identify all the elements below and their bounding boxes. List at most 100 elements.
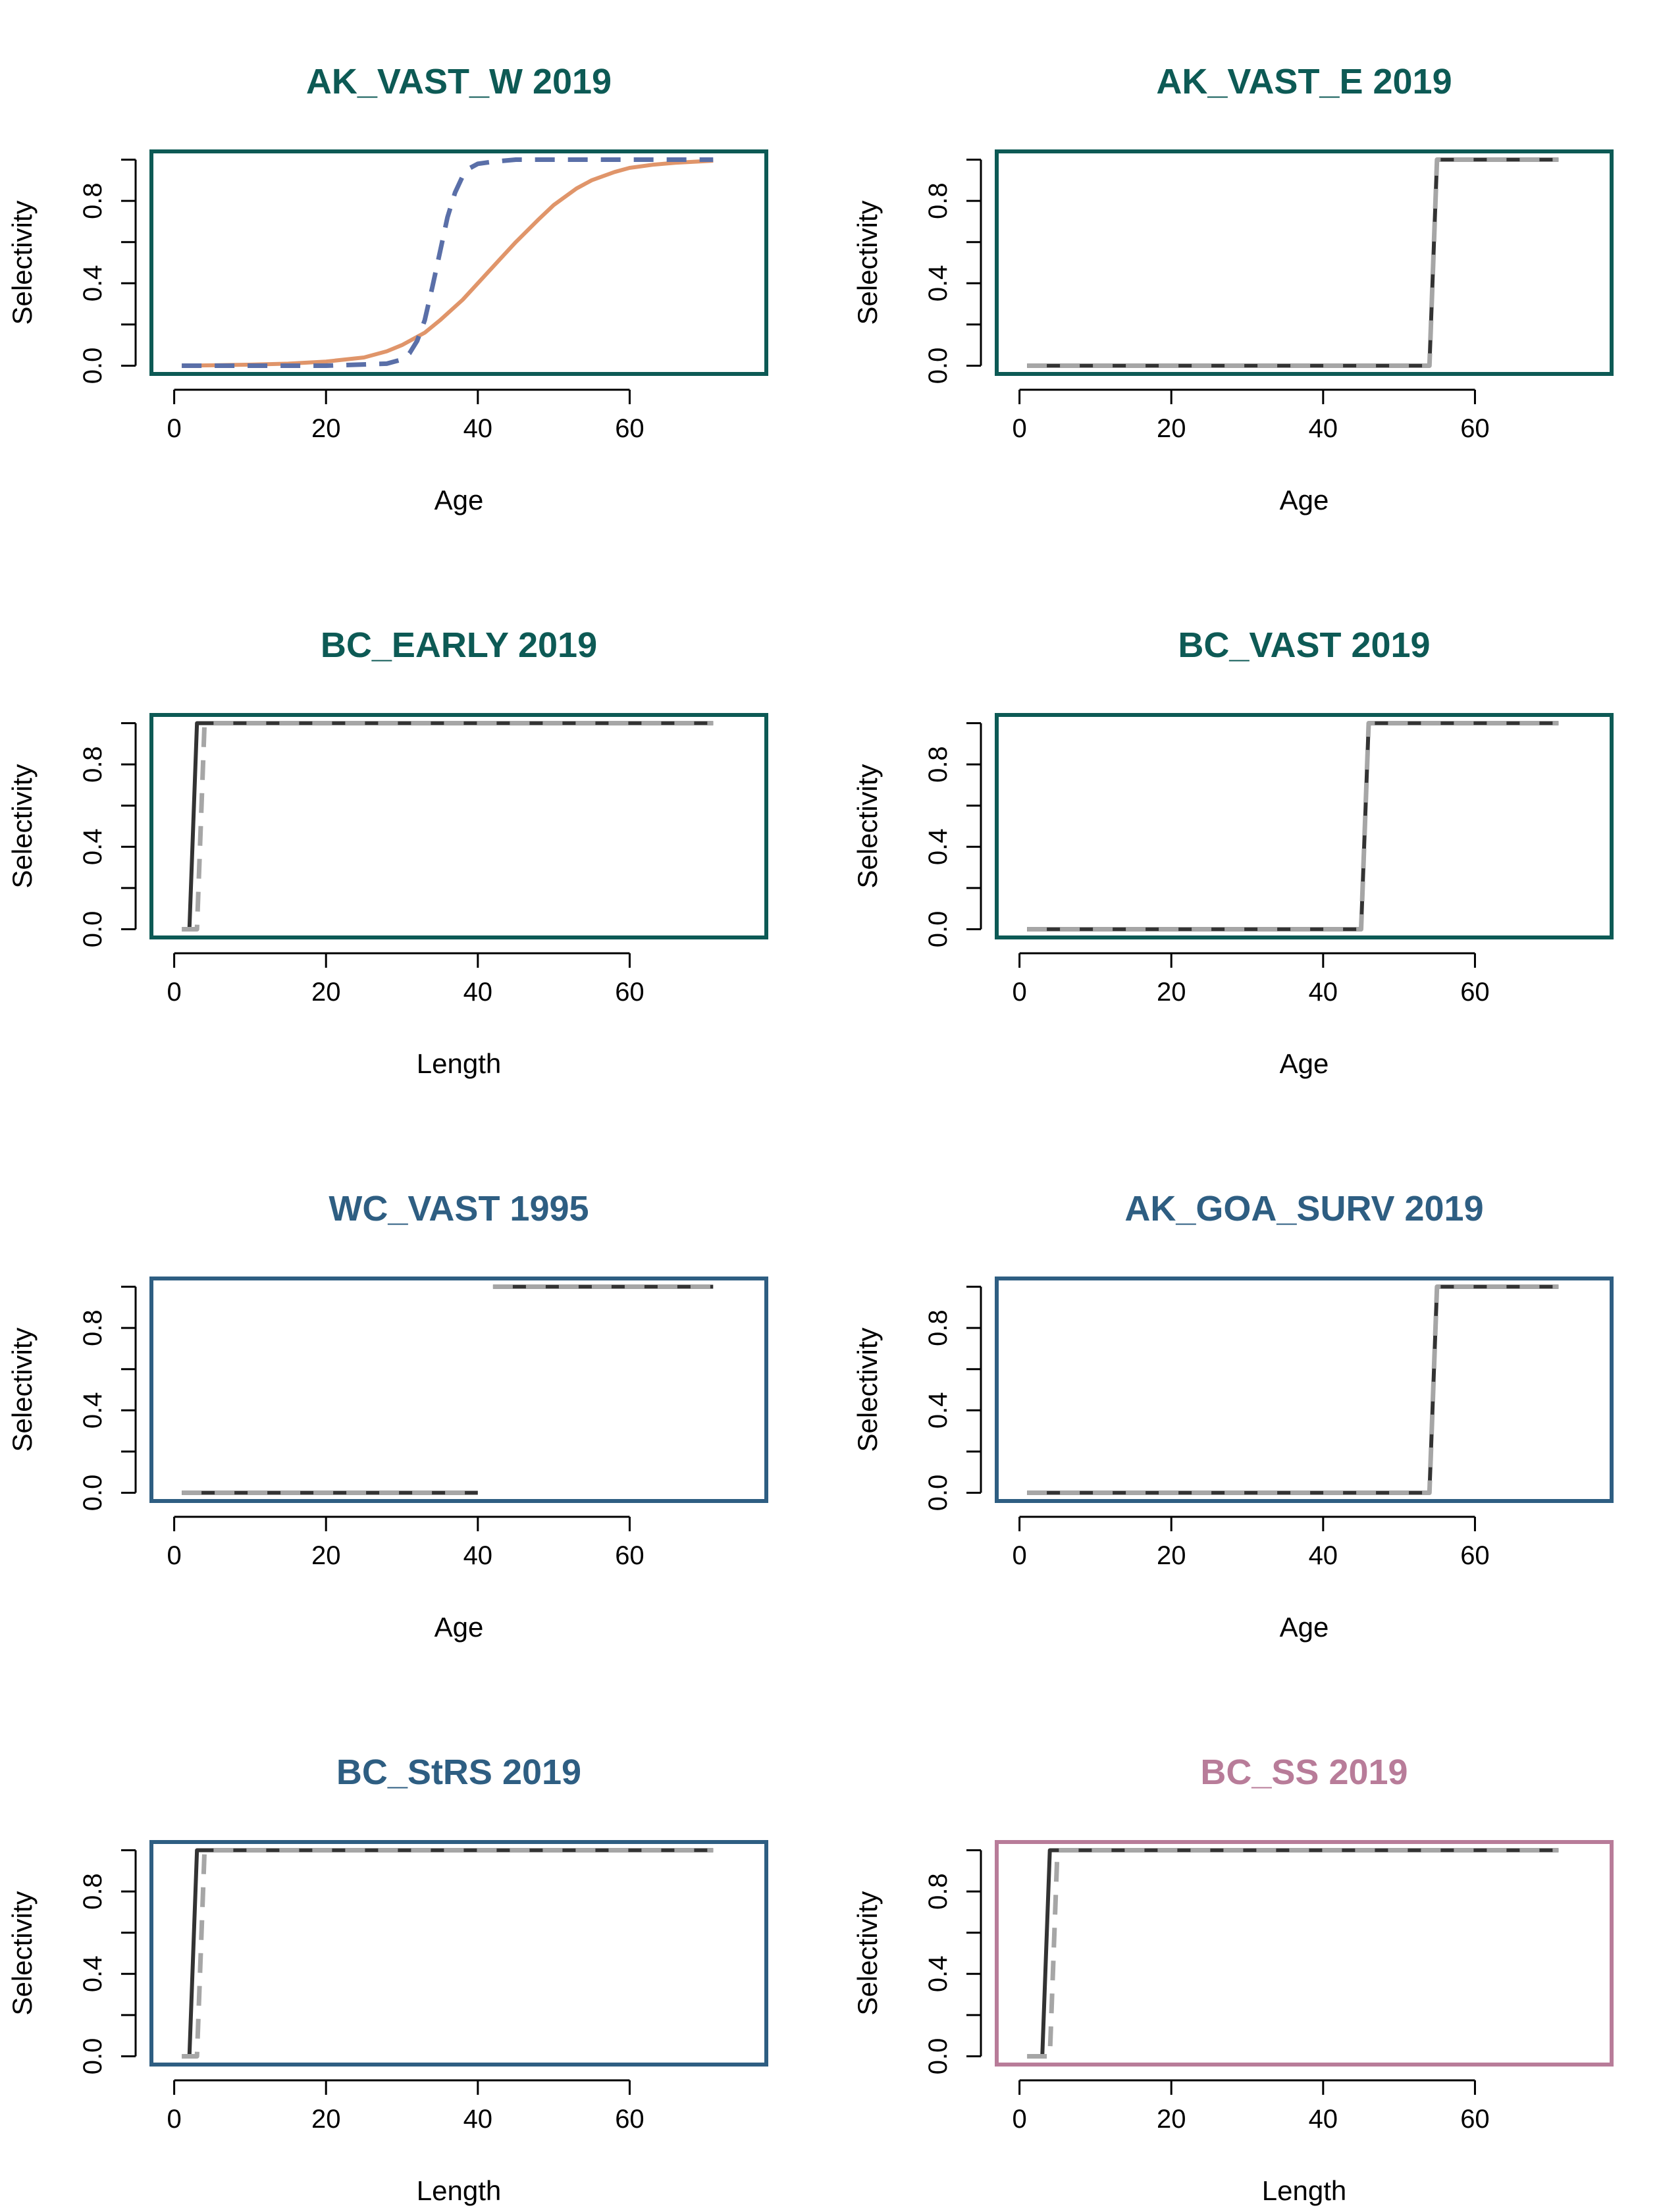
y-axis: 0.0 0.4 0.8 Selectivity — [852, 1286, 982, 1512]
x-tick-label: 60 — [615, 978, 645, 1007]
x-tick-label: 20 — [1157, 414, 1186, 443]
x-axis-label: Age — [1280, 1612, 1329, 1643]
solid-series-line-1 — [1027, 721, 1559, 932]
x-tick-label: 0 — [1012, 978, 1026, 1007]
x-tick-label: 0 — [167, 2105, 181, 2134]
panel-6: AK_GOA_SURV 2019 0 20 40 60 Age 0.0 0.4 0.8 Selec… — [852, 1189, 1614, 1643]
panel-4: BC_VAST 2019 0 20 40 60 Age 0.0 0.4 0.8 Selectivi… — [852, 625, 1614, 1079]
panel-title: AK_VAST_E 2019 — [1156, 62, 1452, 101]
y-tick-label: 0.8 — [78, 1309, 107, 1346]
x-tick-label: 20 — [311, 414, 341, 443]
x-tick-label: 0 — [167, 978, 181, 1007]
y-tick-label: 0.4 — [924, 828, 953, 865]
x-tick-label: 20 — [311, 978, 341, 1007]
x-axis-label: Age — [434, 1612, 484, 1643]
x-tick-label: 40 — [1309, 2105, 1338, 2134]
solid-series-line-1 — [182, 159, 714, 368]
panel-title: BC_SS 2019 — [1200, 1752, 1408, 1792]
x-tick-label: 60 — [615, 414, 645, 443]
panel-7: BC_StRS 2019 0 20 40 60 Length 0.0 0.4 0.8 Select… — [7, 1752, 768, 2206]
solid-series-line-1 — [1027, 1284, 1559, 1495]
x-tick-label: 20 — [1157, 2105, 1186, 2134]
y-tick-label: 0.0 — [924, 1475, 953, 1512]
y-tick-label: 0.0 — [924, 911, 953, 948]
y-axis-label: Selectivity — [7, 1327, 38, 1452]
plot-frame — [149, 149, 768, 376]
x-tick-label: 40 — [463, 2105, 493, 2134]
panel-3: BC_EARLY 2019 0 20 40 60 Length 0.0 0.4 0.8 Selec… — [7, 625, 768, 1079]
x-tick-label: 0 — [1012, 1541, 1026, 1570]
series-group — [182, 721, 714, 932]
x-tick-label: 40 — [463, 414, 493, 443]
series-group — [1027, 721, 1559, 932]
dashed-series-line-2 — [1027, 1284, 1559, 1495]
x-axis-label: Length — [417, 2175, 501, 2206]
x-axis-label: Age — [1280, 1048, 1329, 1079]
x-axis-label: Length — [1262, 2175, 1346, 2206]
solid-series-line-1 — [1040, 1848, 1559, 2057]
y-axis-label: Selectivity — [852, 1327, 883, 1452]
y-axis: 0.0 0.4 0.8 Selectivity — [852, 722, 982, 948]
y-tick-label: 0.8 — [78, 182, 107, 219]
solid-series-line-1 — [187, 1848, 714, 2057]
x-axis-label: Length — [417, 1048, 501, 1079]
x-axis: 0 20 40 60 Length — [1012, 2079, 1490, 2206]
x-tick-label: 40 — [463, 978, 493, 1007]
x-tick-label: 40 — [1309, 414, 1338, 443]
series-group — [1027, 1848, 1559, 2059]
plot-frame — [995, 713, 1614, 939]
series-group — [182, 1848, 714, 2059]
series-group — [1027, 1284, 1559, 1495]
panel-title: AK_GOA_SURV 2019 — [1124, 1189, 1483, 1228]
x-axis: 0 20 40 60 Age — [1012, 952, 1490, 1079]
x-tick-label: 20 — [1157, 1541, 1186, 1570]
x-tick-label: 60 — [1460, 978, 1490, 1007]
y-tick-label: 0.4 — [924, 1955, 953, 1992]
y-axis: 0.0 0.4 0.8 Selectivity — [7, 722, 137, 948]
y-tick-label: 0.4 — [78, 828, 107, 865]
y-axis-label: Selectivity — [7, 1891, 38, 2015]
y-tick-label: 0.0 — [78, 1475, 107, 1512]
y-tick-label: 0.0 — [78, 2038, 107, 2075]
y-tick-label: 0.0 — [78, 911, 107, 948]
y-tick-label: 0.4 — [924, 1392, 953, 1429]
y-tick-label: 0.8 — [924, 1873, 953, 1910]
x-tick-label: 60 — [1460, 2105, 1490, 2134]
panel-title: BC_EARLY 2019 — [321, 625, 597, 665]
x-axis: 0 20 40 60 Length — [167, 952, 645, 1079]
x-tick-label: 20 — [311, 2105, 341, 2134]
panel-title: BC_VAST 2019 — [1178, 625, 1430, 665]
solid-series-line-1 — [187, 721, 714, 930]
series-group — [1027, 157, 1559, 368]
x-axis: 0 20 40 60 Age — [1012, 388, 1490, 515]
x-tick-label: 0 — [1012, 414, 1026, 443]
x-tick-label: 60 — [615, 2105, 645, 2134]
x-tick-label: 40 — [463, 1541, 493, 1570]
y-axis-label: Selectivity — [852, 764, 883, 888]
x-tick-label: 20 — [311, 1541, 341, 1570]
y-axis: 0.0 0.4 0.8 Selectivity — [7, 159, 137, 384]
x-tick-label: 60 — [1460, 1541, 1490, 1570]
y-axis: 0.0 0.4 0.8 Selectivity — [852, 1849, 982, 2074]
panel-2: AK_VAST_E 2019 0 20 40 60 Age 0.0 0.4 0.8 Selecti… — [852, 62, 1614, 515]
y-tick-label: 0.4 — [924, 265, 953, 302]
panel-8: BC_SS 2019 0 20 40 60 Length 0.0 0.4 0.8 Selectiv… — [852, 1752, 1614, 2206]
dashed-series-line-2 — [182, 721, 714, 932]
panel-title: WC_VAST 1995 — [329, 1189, 589, 1228]
plot-frame — [995, 149, 1614, 376]
y-tick-label: 0.4 — [78, 265, 107, 302]
x-axis: 0 20 40 60 Age — [1012, 1515, 1490, 1643]
y-axis: 0.0 0.4 0.8 Selectivity — [7, 1286, 137, 1512]
x-tick-label: 20 — [1157, 978, 1186, 1007]
y-axis-label: Selectivity — [852, 200, 883, 325]
x-axis: 0 20 40 60 Age — [167, 388, 645, 515]
y-axis: 0.0 0.4 0.8 Selectivity — [852, 159, 982, 384]
x-tick-label: 40 — [1309, 1541, 1338, 1570]
panel-1: AK_VAST_W 2019 0 20 40 60 Age 0.0 0.4 0.8 Selecti… — [7, 62, 768, 515]
solid-series-line-1 — [1027, 157, 1559, 368]
y-tick-label: 0.8 — [924, 182, 953, 219]
plot-frame — [149, 1277, 768, 1503]
y-tick-label: 0.4 — [78, 1392, 107, 1429]
panel-5: WC_VAST 1995 0 20 40 60 Age 0.0 0.4 0.8 Selectivi… — [7, 1189, 768, 1643]
dashed-series-line-2 — [1027, 157, 1559, 368]
